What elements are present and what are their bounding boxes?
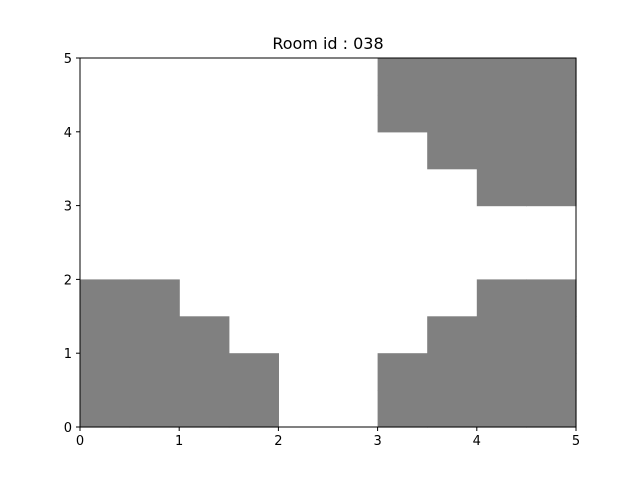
y-axis: 0 1 2 3 4 5 xyxy=(64,52,80,436)
x-tick-label: 1 xyxy=(175,434,183,449)
wall-cell-3-0 xyxy=(228,390,279,428)
wall-cell-1-2 xyxy=(129,316,180,354)
wall-cell-0-1 xyxy=(80,353,131,391)
y-tick-label: 0 xyxy=(64,421,72,436)
x-tick-label: 2 xyxy=(274,434,282,449)
wall-cell-9-8 xyxy=(526,94,577,133)
wall-cell-8-8 xyxy=(476,94,527,133)
wall-cell-8-3 xyxy=(476,279,527,317)
x-tick-label: 3 xyxy=(373,434,381,449)
wall-cell-8-9 xyxy=(476,58,527,96)
wall-cell-8-2 xyxy=(476,316,527,354)
x-tick-label: 4 xyxy=(473,434,481,449)
y-tick-label: 4 xyxy=(64,126,72,141)
y-tick-label: 3 xyxy=(64,200,72,215)
wall-cell-2-2 xyxy=(179,316,230,354)
wall-cell-2-0 xyxy=(179,390,230,428)
room-cells xyxy=(80,58,577,428)
wall-cell-8-7 xyxy=(476,131,527,170)
wall-cell-1-3 xyxy=(129,279,180,317)
wall-cell-9-0 xyxy=(526,390,577,428)
axes-frame xyxy=(79,57,577,428)
x-axis: 0 1 2 3 4 5 xyxy=(76,427,580,449)
plot-area xyxy=(79,57,577,428)
wall-cell-6-8 xyxy=(377,94,428,133)
wall-cell-6-1 xyxy=(377,353,428,391)
wall-cell-6-9 xyxy=(377,58,428,96)
wall-cell-0-2 xyxy=(80,316,131,354)
wall-cell-1-1 xyxy=(129,353,180,391)
wall-cell-8-0 xyxy=(476,390,527,428)
wall-cell-9-9 xyxy=(526,58,577,96)
wall-cell-9-2 xyxy=(526,316,577,354)
wall-cell-2-1 xyxy=(179,353,230,391)
x-tick-label: 0 xyxy=(76,434,84,449)
y-tick-label: 2 xyxy=(64,273,72,288)
wall-cell-9-7 xyxy=(526,131,577,170)
wall-cell-8-1 xyxy=(476,353,527,391)
y-tick-label: 5 xyxy=(64,52,72,67)
wall-cell-6-0 xyxy=(377,390,428,428)
wall-cell-7-8 xyxy=(427,94,478,133)
wall-cell-0-3 xyxy=(80,279,131,317)
wall-cell-1-0 xyxy=(129,390,180,428)
wall-cell-9-3 xyxy=(526,279,577,317)
wall-cell-7-7 xyxy=(427,131,478,170)
wall-cell-9-1 xyxy=(526,353,577,391)
wall-cell-9-6 xyxy=(526,168,577,207)
wall-cell-7-1 xyxy=(427,353,478,391)
wall-cell-7-9 xyxy=(427,58,478,96)
wall-cell-7-2 xyxy=(427,316,478,354)
wall-cell-0-0 xyxy=(80,390,131,428)
wall-cell-7-0 xyxy=(427,390,478,428)
wall-cell-3-1 xyxy=(228,353,279,391)
wall-cell-8-6 xyxy=(476,168,527,207)
x-tick-label: 5 xyxy=(572,434,580,449)
chart-title: Room id : 038 xyxy=(272,34,383,53)
y-tick-label: 1 xyxy=(64,347,72,362)
